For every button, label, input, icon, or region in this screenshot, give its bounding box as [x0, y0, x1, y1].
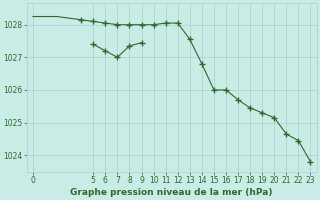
- X-axis label: Graphe pression niveau de la mer (hPa): Graphe pression niveau de la mer (hPa): [70, 188, 273, 197]
